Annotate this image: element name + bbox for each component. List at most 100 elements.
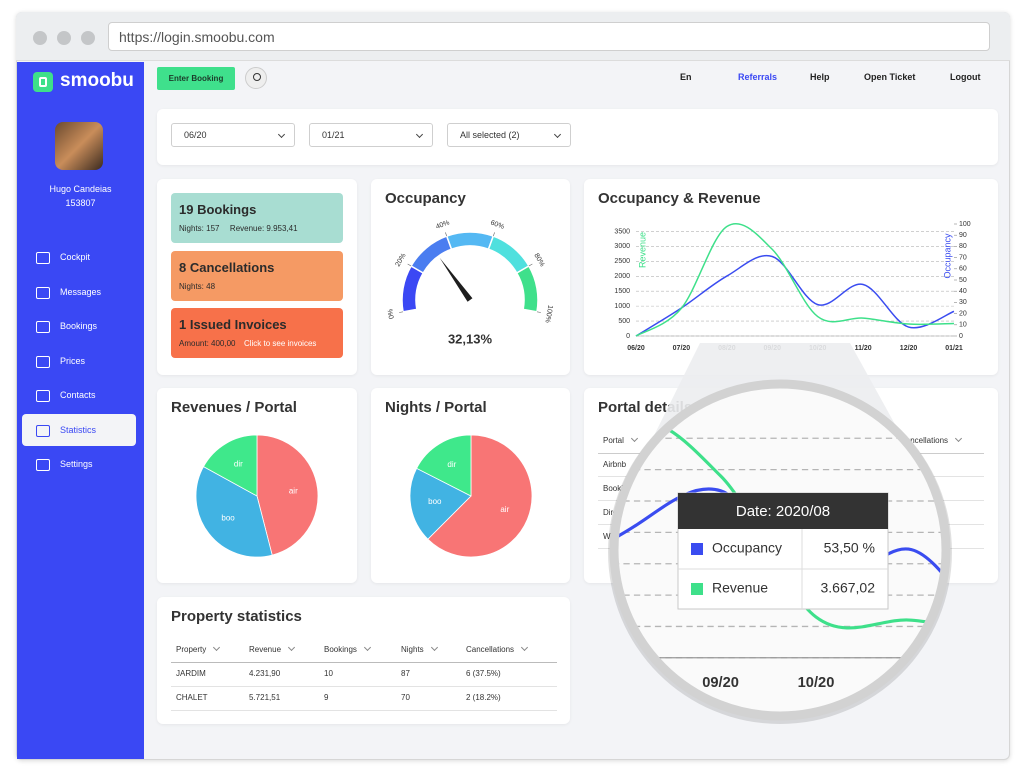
nav-icon — [36, 252, 50, 264]
y-tick-label: 2500 — [614, 258, 630, 265]
x-tick-label: 08/20 — [607, 675, 644, 691]
chart-title: Occupancy & Revenue — [598, 190, 761, 207]
invoices-box[interactable]: 1 Issued Invoices Amount: 400,00 Click t… — [171, 308, 343, 358]
top-link[interactable]: Help — [810, 72, 830, 82]
logo-icon — [33, 72, 53, 92]
pie-label: dir — [447, 460, 456, 469]
tooltip-value: 3.667,02 — [821, 580, 876, 596]
nav-item[interactable]: Prices — [22, 345, 136, 377]
gauge-tick-label: 20% — [394, 252, 407, 268]
pie-label: air — [289, 487, 298, 496]
header-label[interactable]: Portal — [603, 436, 624, 445]
nav-item[interactable]: Messages — [22, 276, 136, 308]
nav-icon — [36, 286, 50, 299]
pie-label: boo — [221, 514, 235, 523]
x-tick-label: 01/21 — [945, 345, 963, 352]
enter-booking-button[interactable]: Enter Booking — [157, 67, 235, 90]
window-dot — [81, 31, 95, 45]
nav-icon — [36, 424, 50, 437]
chart-title: Nights / Portal — [385, 399, 487, 416]
x-tick-label: 06/20 — [627, 345, 645, 352]
chart-title: Revenues / Portal — [171, 399, 297, 416]
y2-tick-label: 60 — [959, 266, 967, 273]
cancellations-nights: Nights: 48 — [179, 282, 216, 291]
nav-label[interactable]: Prices — [60, 355, 86, 366]
nav-icon — [36, 321, 50, 333]
gauge-tick — [399, 311, 404, 313]
gauge-tick-label: 80% — [532, 252, 545, 268]
header-label[interactable]: Revenue — [249, 645, 282, 654]
y2-tick-label: 50 — [959, 277, 967, 284]
gauge-tick — [536, 311, 541, 313]
table-cell: 87 — [401, 669, 410, 678]
header-label[interactable]: Cancellations — [900, 436, 949, 445]
occupancy-card — [371, 179, 570, 375]
nav-item[interactable]: Contacts — [22, 379, 136, 411]
nav-item[interactable]: Settings — [22, 448, 136, 480]
nav-icon — [36, 459, 50, 471]
gauge-band — [445, 231, 495, 251]
y-tick-label: 1500 — [614, 288, 630, 295]
bookings-nights: Nights: 157 — [179, 224, 220, 233]
date-to-select[interactable]: 01/21 — [309, 123, 433, 147]
lens-ring — [609, 379, 951, 721]
y-tick-label: 2000 — [614, 273, 630, 280]
top-link[interactable]: Logout — [950, 72, 981, 82]
gauge-band — [401, 264, 425, 313]
nav-label[interactable]: Settings — [60, 459, 93, 469]
property-statistics-card — [157, 597, 570, 724]
nav-item[interactable]: Bookings — [22, 310, 136, 342]
url[interactable]: https://login.smoobu.com — [119, 29, 275, 45]
user-name: Hugo Candeias — [49, 184, 112, 194]
header-label[interactable]: Cancellations — [466, 645, 515, 654]
x-tick-label: 12/20 — [900, 345, 918, 352]
nav-icon — [36, 355, 50, 368]
x-tick-label: 11/20 — [893, 675, 929, 691]
date-from-select[interactable]: 06/20 — [171, 123, 295, 147]
property-select[interactable]: All selected (2) — [447, 123, 571, 147]
gauge-band — [410, 235, 453, 275]
table-cell: Booking — [603, 484, 632, 493]
y2-tick-label: 80 — [959, 243, 967, 250]
bookings-revenue: Revenue: 9.953,41 — [229, 224, 298, 233]
gauge-tick — [492, 232, 495, 237]
language-select[interactable]: En — [680, 72, 692, 82]
nav-item[interactable]: Statistics — [22, 413, 136, 446]
nav-item[interactable]: Cockpit — [22, 241, 136, 273]
invoices-link[interactable]: Click to see invoices — [243, 339, 317, 348]
avatar[interactable] — [55, 122, 103, 170]
top-link[interactable]: Referrals — [738, 72, 778, 82]
y2-tick-label: 30 — [959, 299, 967, 306]
search-button[interactable] — [245, 67, 267, 89]
brand[interactable]: smoobu — [60, 70, 134, 91]
header-label[interactable]: Property — [176, 645, 207, 654]
table-header: Nights — [401, 643, 438, 654]
nav-label[interactable]: Cockpit — [60, 252, 91, 262]
table-rule — [171, 686, 557, 687]
nav-label[interactable]: Statistics — [60, 424, 97, 435]
pie-slice — [195, 466, 273, 558]
header-label[interactable]: Nights — [401, 645, 424, 654]
table-cell: 70 — [401, 693, 410, 702]
y-tick-label: 1000 — [614, 303, 630, 310]
pie-slice — [256, 434, 319, 556]
table-header: Cancellations — [466, 643, 529, 654]
x-tick-label: 07/20 — [511, 675, 548, 691]
sidebar — [17, 62, 144, 759]
header-label[interactable]: Bookings — [324, 645, 357, 654]
nav-label[interactable]: Bookings — [60, 321, 98, 331]
cancellations-box: 8 Cancellations Nights: 48 — [171, 251, 343, 301]
nav-label[interactable]: Messages — [60, 286, 102, 297]
y-tick-label: 3000 — [614, 243, 630, 250]
table-rule — [171, 710, 557, 711]
table-header: Cancellations — [900, 434, 963, 445]
gauge-band — [515, 264, 539, 313]
nav-label[interactable]: Contacts — [60, 390, 96, 400]
address-bar[interactable]: https://login.smoobu.com — [108, 22, 990, 51]
gauge-tick-label: 60% — [489, 219, 505, 230]
y2-tick-label: 100 — [959, 221, 971, 228]
table-cell: 4.231,90 — [249, 669, 281, 678]
table-header: Bookings — [324, 643, 371, 654]
top-link[interactable]: Open Ticket — [864, 72, 916, 82]
